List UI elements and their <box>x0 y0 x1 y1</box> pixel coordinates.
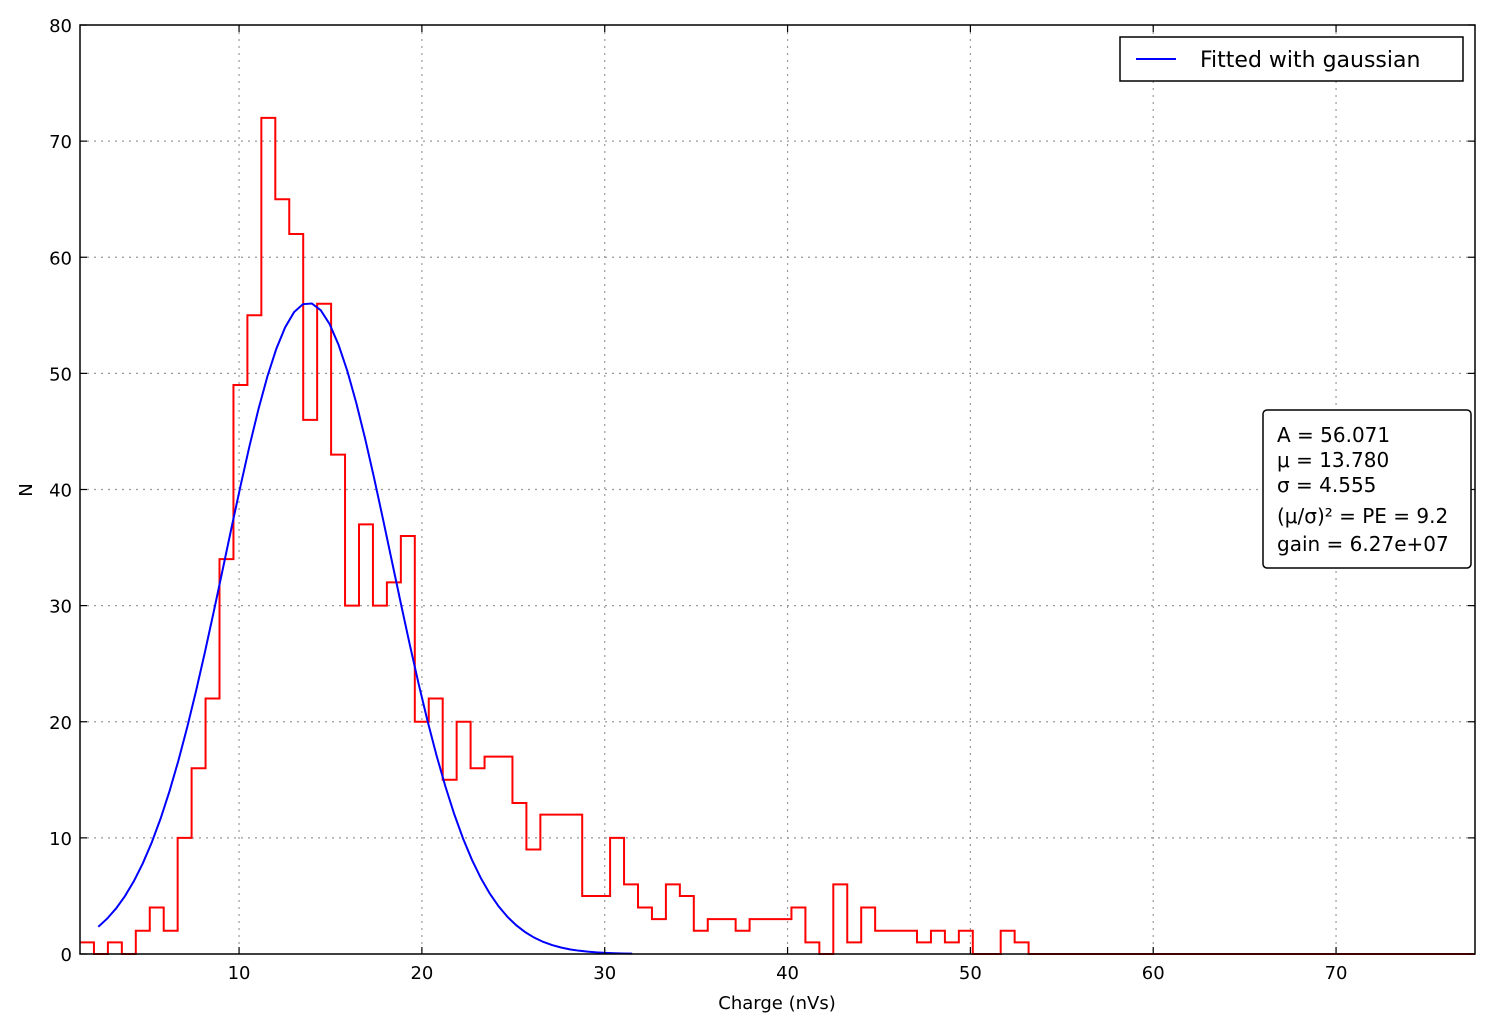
y-tick-label: 10 <box>49 829 72 850</box>
y-tick-label: 30 <box>49 597 72 618</box>
legend-box <box>1119 36 1464 82</box>
y-tick-label: 80 <box>49 16 72 37</box>
y-tick-label: 40 <box>49 481 72 502</box>
y-tick-label: 70 <box>49 132 72 153</box>
x-tick-label: 70 <box>1325 963 1348 984</box>
x-tick-label: 10 <box>228 963 251 984</box>
param-sigma: σ = 4.555 <box>1277 473 1376 497</box>
y-tick-label: 50 <box>49 364 72 385</box>
fit-parameters-frame <box>1262 409 1472 569</box>
x-tick-label: 50 <box>959 963 982 984</box>
grid-lines <box>80 25 1475 954</box>
y-tick-label: 20 <box>49 713 72 734</box>
x-tick-label: 30 <box>593 963 616 984</box>
axis-ticks: 10 20 30 40 50 60 70 0 10 20 30 40 50 60 70 80 <box>49 16 1475 984</box>
param-mean: μ = 13.780 <box>1277 448 1389 472</box>
gaussian-fit-line <box>97 302 633 955</box>
y-axis-label: N <box>16 483 37 496</box>
legend-fit-label: Fitted with gaussian <box>1200 48 1420 73</box>
fit-parameters-box: A = 56.071 μ = 13.780 σ = 4.555 (μ/σ)² =… <box>1262 409 1472 569</box>
legend: Fitted with gaussian <box>1119 36 1464 82</box>
x-axis-label: Charge (nVs) <box>718 993 835 1014</box>
y-tick-label: 60 <box>49 248 72 269</box>
param-gain: gain = 6.27e+07 <box>1277 532 1449 556</box>
x-tick-label: 20 <box>410 963 433 984</box>
param-pe: (μ/σ)² = PE = 9.2 <box>1277 504 1448 528</box>
param-amplitude: A = 56.071 <box>1277 423 1390 447</box>
x-tick-label: 40 <box>776 963 799 984</box>
y-tick-label: 0 <box>61 945 72 966</box>
gaussian-fit-series <box>97 302 633 955</box>
x-tick-label: 60 <box>1142 963 1165 984</box>
